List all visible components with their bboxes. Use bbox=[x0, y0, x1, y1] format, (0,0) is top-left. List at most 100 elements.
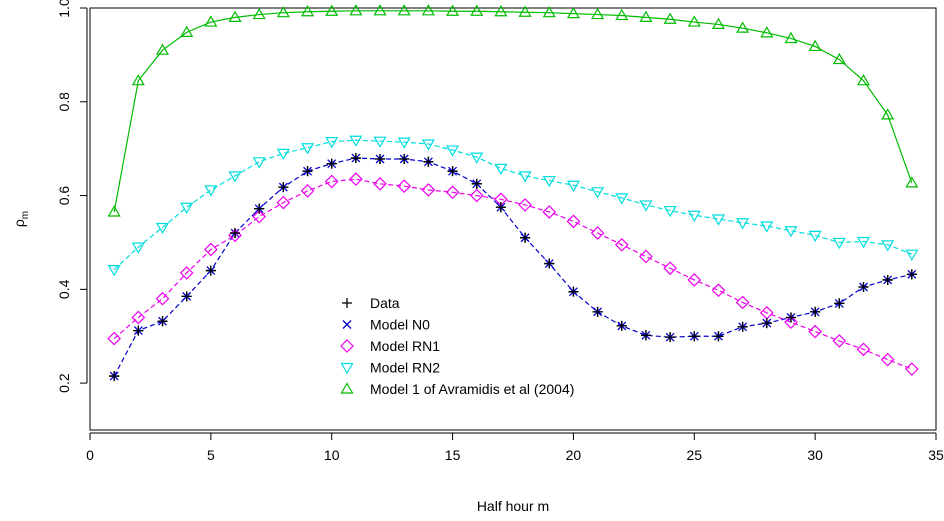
data-point bbox=[471, 178, 482, 189]
data-point bbox=[179, 266, 194, 280]
series-2 bbox=[107, 172, 919, 376]
y-ticks: 0.2 0.4 0.6 0.8 1.0 bbox=[56, 0, 87, 393]
data-point bbox=[785, 312, 796, 323]
data-point bbox=[856, 342, 871, 357]
data-point bbox=[326, 158, 337, 169]
data-point bbox=[447, 166, 458, 177]
data-point bbox=[228, 171, 242, 183]
data-point bbox=[784, 31, 798, 44]
data-point bbox=[566, 180, 580, 192]
data-point bbox=[784, 315, 798, 330]
series-layer bbox=[107, 4, 919, 382]
data-point bbox=[856, 73, 871, 86]
data-point bbox=[254, 203, 265, 214]
legend-marker bbox=[340, 382, 354, 394]
data-point bbox=[784, 226, 798, 238]
data-point bbox=[590, 226, 605, 240]
legend-item: Model RN2 bbox=[340, 360, 440, 376]
legend-marker bbox=[340, 362, 354, 375]
legend-item: Model N0 bbox=[342, 317, 430, 333]
data-point bbox=[155, 222, 170, 235]
data-point bbox=[542, 205, 557, 219]
data-point bbox=[834, 298, 845, 309]
data-point bbox=[301, 5, 315, 17]
series-line bbox=[113, 157, 912, 377]
data-point bbox=[446, 4, 460, 16]
data-point bbox=[689, 331, 700, 342]
data-point bbox=[856, 236, 871, 249]
data-point bbox=[518, 5, 532, 17]
legend-item: Data bbox=[342, 295, 400, 311]
legend-marker bbox=[340, 339, 354, 353]
data-point bbox=[808, 39, 822, 52]
data-point bbox=[687, 273, 702, 287]
data-point bbox=[252, 7, 266, 20]
data-point bbox=[421, 4, 435, 16]
data-point bbox=[592, 306, 603, 317]
data-point bbox=[373, 136, 387, 148]
x-axis-title: Half hour m bbox=[477, 498, 549, 514]
series-1 bbox=[109, 153, 917, 381]
data-point bbox=[639, 249, 653, 264]
data-point bbox=[881, 240, 895, 252]
y-axis-title: ρm bbox=[11, 211, 31, 227]
legend-item: Model 1 of Avramidis et al (2004) bbox=[340, 381, 574, 397]
data-point bbox=[276, 148, 290, 161]
data-point bbox=[760, 26, 774, 38]
y-tick-label: 0.2 bbox=[56, 373, 72, 393]
legend: Data Model N0 Model RN1 Model RN2 Model 1 of… bbox=[340, 295, 574, 397]
data-point bbox=[615, 193, 629, 205]
data-point bbox=[832, 334, 847, 348]
data-point bbox=[252, 209, 267, 224]
x-tick-label: 5 bbox=[207, 447, 215, 463]
legend-marker bbox=[342, 320, 352, 329]
data-point bbox=[349, 135, 363, 147]
data-point bbox=[157, 316, 168, 327]
data-point bbox=[109, 371, 120, 382]
x-tick-label: 20 bbox=[566, 447, 582, 463]
x-tick-label: 0 bbox=[86, 447, 94, 463]
data-point bbox=[904, 362, 919, 376]
data-point bbox=[544, 258, 555, 269]
legend-label: Model RN2 bbox=[370, 360, 440, 376]
series-3 bbox=[107, 135, 919, 277]
x-tick-label: 30 bbox=[807, 447, 823, 463]
data-point bbox=[252, 157, 266, 169]
data-point bbox=[737, 321, 748, 332]
data-point bbox=[349, 172, 363, 186]
data-point bbox=[495, 202, 506, 213]
series-4 bbox=[107, 4, 919, 217]
data-point bbox=[302, 166, 313, 177]
legend-label: Data bbox=[370, 295, 400, 311]
data-point bbox=[325, 137, 339, 149]
data-point bbox=[469, 188, 484, 203]
data-point bbox=[446, 145, 460, 157]
x-tick-label: 10 bbox=[324, 447, 340, 463]
data-point bbox=[614, 237, 629, 252]
data-point bbox=[373, 176, 387, 191]
x-tick-label: 25 bbox=[686, 447, 702, 463]
legend-label: Model RN1 bbox=[370, 338, 440, 354]
data-point bbox=[301, 143, 315, 155]
legend-item: Model RN1 bbox=[340, 338, 440, 354]
data-point bbox=[832, 237, 846, 250]
data-point bbox=[713, 331, 724, 342]
x-tick-label: 15 bbox=[445, 447, 461, 463]
data-point bbox=[518, 171, 532, 183]
data-point bbox=[397, 4, 411, 16]
x-ticks: 0 5 10 15 20 25 30 35 bbox=[86, 433, 944, 463]
data-point bbox=[760, 221, 774, 233]
data-point bbox=[761, 318, 772, 329]
data-point bbox=[615, 8, 629, 21]
data-point bbox=[204, 15, 218, 27]
data-point bbox=[735, 295, 750, 310]
data-point bbox=[542, 175, 556, 188]
data-point bbox=[639, 10, 653, 22]
data-point bbox=[905, 249, 919, 261]
data-point bbox=[591, 7, 605, 20]
data-point bbox=[858, 281, 869, 292]
data-point bbox=[616, 320, 627, 331]
data-point bbox=[180, 25, 194, 37]
legend-label: Model 1 of Avramidis et al (2004) bbox=[370, 381, 574, 397]
